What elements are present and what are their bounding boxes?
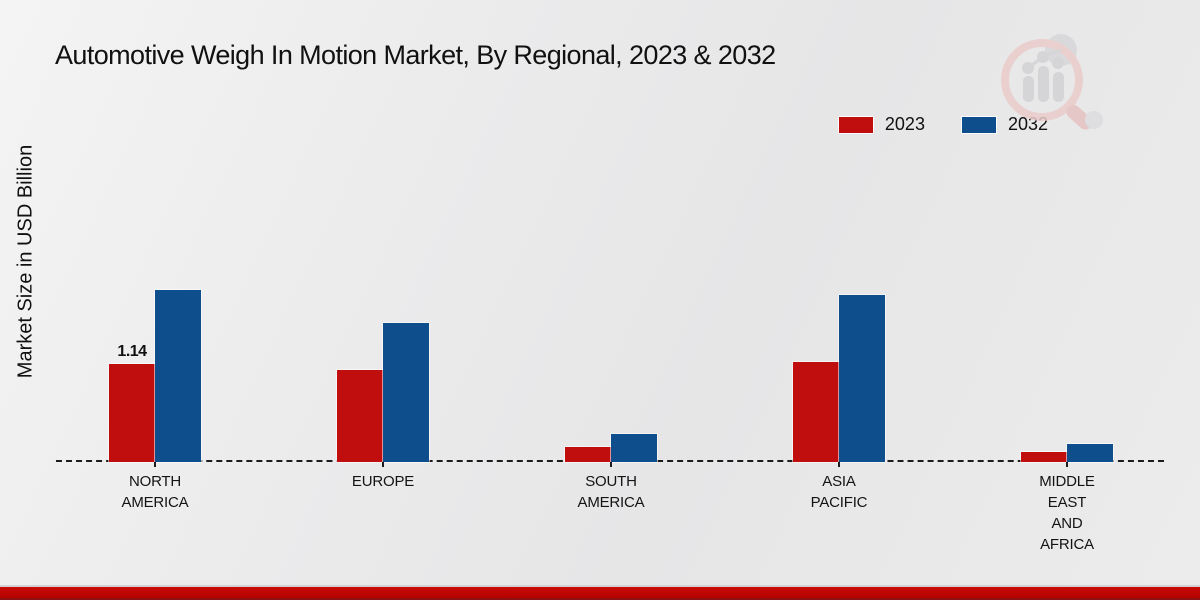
- brand-bottom-bar: [0, 587, 1200, 600]
- category-label-asia-pacific: ASIA PACIFIC: [810, 473, 868, 511]
- bottom-divider: [0, 585, 1200, 587]
- bar-2023-middle-east-and-africa: [1020, 451, 1068, 463]
- legend-swatch-2023: [837, 115, 874, 134]
- x-axis-tick: [838, 462, 840, 467]
- chart-title: Automotive Weigh In Motion Market, By Re…: [55, 40, 776, 70]
- x-axis-tick: [154, 462, 156, 467]
- legend-label: 2023: [884, 114, 925, 134]
- bar-2023-asia-pacific: [792, 361, 840, 463]
- category-label-north-america: NORTH AMERICA: [121, 473, 189, 511]
- x-axis-tick: [610, 462, 612, 467]
- bar-2023-south-america: [564, 446, 612, 463]
- category-label-south-america: SOUTH AMERICA: [577, 473, 645, 511]
- category-label-middle-east-and-africa: MIDDLE EAST AND AFRICA: [1039, 473, 1095, 553]
- bar-2023-north-america: [108, 363, 156, 463]
- legend: 2023 2032: [837, 114, 1048, 135]
- bar-2032-europe: [382, 322, 430, 463]
- bar-2032-north-america: [154, 289, 202, 463]
- bar-value-label-2023-north-america: 1.14: [117, 343, 147, 360]
- category-label-europe: EUROPE: [351, 473, 415, 490]
- magnifier-bar-chart-logo-icon: [1001, 34, 1103, 130]
- legend-item-2023: 2023: [837, 114, 925, 135]
- bar-2032-south-america: [610, 433, 658, 463]
- x-axis-tick: [382, 462, 384, 467]
- legend-swatch-2032: [960, 115, 997, 134]
- bar-2023-europe: [336, 369, 384, 463]
- x-axis-tick: [1066, 462, 1068, 467]
- bar-2032-middle-east-and-africa: [1066, 443, 1114, 463]
- bar-2032-asia-pacific: [838, 294, 886, 463]
